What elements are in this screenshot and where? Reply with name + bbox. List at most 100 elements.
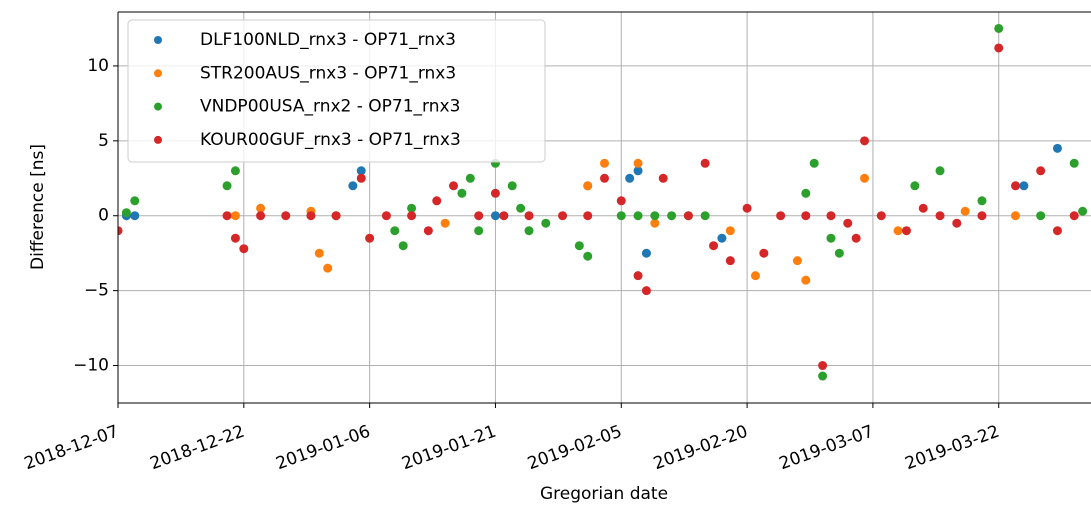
- data-point: [1069, 158, 1079, 168]
- x-tick-label: 2019-01-21: [399, 422, 499, 475]
- legend-label: VNDP00USA_rnx2 - OP71_rnx3: [200, 97, 460, 117]
- data-point: [683, 211, 693, 221]
- data-point: [474, 226, 484, 236]
- data-point: [390, 226, 400, 236]
- y-tick-label: 0: [98, 206, 109, 226]
- data-point: [583, 181, 593, 191]
- data-point: [121, 208, 131, 218]
- data-point: [314, 248, 324, 258]
- data-point: [1011, 181, 1021, 191]
- y-tick-label: −10: [73, 356, 109, 376]
- data-point: [499, 211, 509, 221]
- data-point: [994, 23, 1004, 33]
- data-point: [725, 226, 735, 236]
- data-point: [759, 248, 769, 258]
- data-point: [600, 158, 609, 168]
- legend-box: [127, 19, 546, 163]
- data-point: [356, 173, 366, 183]
- data-point: [558, 211, 568, 221]
- data-point: [633, 271, 643, 281]
- data-point: [935, 166, 945, 176]
- data-point: [860, 173, 870, 183]
- data-point: [809, 158, 819, 168]
- data-point: [323, 263, 333, 273]
- x-axis-label: Gregorian date: [540, 484, 668, 504]
- data-point: [910, 181, 920, 191]
- data-point: [449, 181, 459, 191]
- legend-marker: [154, 102, 162, 111]
- data-point: [306, 211, 316, 221]
- data-point: [876, 211, 886, 221]
- data-point: [222, 211, 232, 221]
- data-point: [633, 211, 643, 221]
- data-point: [977, 196, 987, 206]
- data-point: [1036, 166, 1046, 176]
- data-point: [709, 241, 719, 251]
- data-point: [851, 233, 861, 243]
- data-point: [742, 203, 752, 213]
- data-point: [1019, 181, 1029, 191]
- y-tick-label: 5: [98, 131, 109, 151]
- data-point: [256, 211, 266, 221]
- data-point: [1052, 143, 1062, 153]
- data-point: [600, 173, 609, 183]
- y-tick-label: 10: [87, 56, 109, 76]
- y-axis-label: Difference [ns]: [28, 144, 48, 270]
- data-point: [524, 226, 534, 236]
- data-point: [1052, 226, 1062, 236]
- x-tick-label: 2019-02-20: [651, 422, 751, 475]
- data-point: [524, 211, 534, 221]
- data-point: [1069, 211, 1079, 221]
- data-point: [801, 188, 811, 198]
- data-point: [633, 166, 643, 176]
- data-point: [365, 233, 375, 243]
- data-point: [918, 203, 928, 213]
- data-point: [239, 244, 249, 254]
- data-point: [574, 241, 584, 251]
- data-point: [474, 211, 484, 221]
- x-tick-label: 2019-02-05: [525, 422, 625, 475]
- data-point: [583, 251, 593, 261]
- data-point: [440, 218, 450, 228]
- data-point: [893, 226, 903, 236]
- data-point: [230, 166, 240, 176]
- legend-label: DLF100NLD_rnx3 - OP71_rnx3: [200, 30, 456, 50]
- data-point: [843, 218, 853, 228]
- data-point: [616, 211, 626, 221]
- legend-marker: [154, 135, 162, 144]
- data-point: [901, 226, 911, 236]
- data-point: [616, 196, 626, 206]
- data-point: [641, 248, 651, 258]
- data-point: [977, 211, 987, 221]
- data-point: [541, 218, 551, 228]
- data-point: [356, 166, 366, 176]
- data-point: [583, 211, 593, 221]
- data-point: [658, 173, 668, 183]
- data-point: [457, 188, 467, 198]
- x-tick-label: 2018-12-22: [148, 422, 248, 475]
- data-point: [700, 158, 710, 168]
- data-point: [398, 241, 408, 251]
- data-point: [641, 286, 651, 296]
- data-point: [826, 211, 836, 221]
- data-point: [818, 371, 828, 381]
- data-point: [490, 188, 500, 198]
- data-point: [801, 211, 811, 221]
- x-tick-label: 2019-03-22: [902, 422, 1002, 475]
- data-point: [407, 211, 417, 221]
- data-point: [516, 203, 526, 213]
- data-point: [1036, 211, 1046, 221]
- data-point: [717, 233, 727, 243]
- x-tick-label: 2019-03-07: [777, 422, 877, 475]
- data-point: [826, 233, 836, 243]
- data-point: [750, 271, 760, 281]
- legend-label: KOUR00GUF_rnx3 - OP71_rnx3: [200, 130, 461, 150]
- data-point: [130, 211, 140, 221]
- data-point: [818, 361, 828, 371]
- data-point: [130, 196, 140, 206]
- y-tick-label: −5: [84, 281, 109, 301]
- data-point: [1078, 206, 1088, 216]
- data-point: [650, 211, 660, 221]
- data-point: [432, 196, 442, 206]
